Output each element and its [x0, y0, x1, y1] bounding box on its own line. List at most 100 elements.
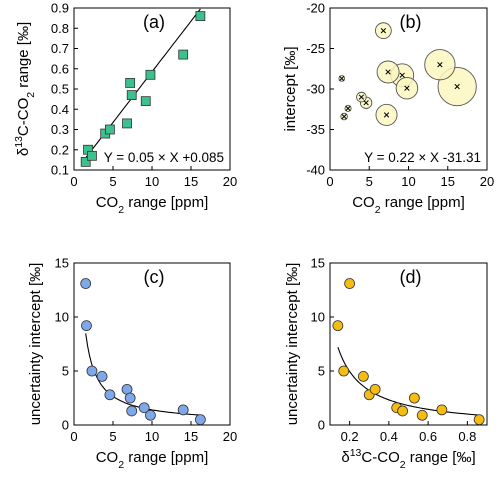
panel-c-ylabel: uncertainty intercept [‰]: [27, 263, 44, 426]
panel-a-ytick-label: 0.7: [51, 41, 69, 56]
panel-d-point: [436, 404, 448, 416]
panel-b-ytick-label: -40: [306, 163, 325, 178]
panel-d-xtick-label: 0.4: [380, 429, 398, 444]
panel-c-point: [81, 320, 92, 332]
panel-a-ytick-label: 0.4: [51, 102, 69, 117]
panel-a-xtick-label: 0: [70, 174, 77, 189]
panel-d-xtick-label: 0.8: [458, 429, 476, 444]
panel-d-point: [408, 392, 420, 404]
panel-a-point: [140, 96, 151, 107]
panel-c-xtick-label: 5: [109, 429, 116, 444]
panel-b-xtick-label: 20: [480, 174, 494, 189]
panel-a-xtick-label: 20: [223, 174, 237, 189]
panel-c-point: [86, 365, 98, 377]
panel-b-point-cross: [341, 113, 347, 120]
panel-a-point: [104, 124, 115, 135]
panel-b-point-cross: [339, 75, 345, 82]
panel-a-ytick-label: 0.3: [51, 122, 69, 137]
panel-d-xlabel: δ13C-CO2 range [‰]: [341, 447, 475, 471]
panel-b-point-cross: [358, 94, 365, 100]
panel-a-point: [126, 90, 137, 100]
panel-b-ytick-label: -20: [306, 1, 325, 16]
panel-a-ytick-label: 0.6: [51, 61, 69, 76]
panel-c-ytick-label: 10: [55, 310, 69, 325]
panel-d-ylabel: uncertainty intercept [‰]: [284, 263, 301, 426]
panel-a-frame: [73, 7, 231, 171]
panel-d-point: [473, 414, 485, 426]
panel-a-point: [87, 150, 97, 161]
panel-d-point: [369, 383, 381, 395]
panel-c-point: [194, 414, 206, 426]
panel-d-frame: [329, 262, 488, 426]
panel-a-xtick-label: 15: [184, 174, 198, 189]
panel-b-ytick-label: -30: [306, 82, 325, 97]
panel-a-point: [195, 11, 206, 21]
panel-a-ytick-label: 0.8: [51, 21, 69, 36]
panel-a-point: [178, 49, 189, 60]
panel-b-ytick-label: -25: [306, 41, 325, 56]
panel-b-xtick-label: 5: [366, 174, 373, 189]
panel-b-point-cross: [363, 100, 369, 106]
panel-a-xtick-label: 10: [145, 174, 159, 189]
panel-c-point: [145, 409, 156, 421]
panel-d-point: [397, 405, 409, 417]
panel-c-point: [126, 405, 138, 417]
panel-c-xtick-label: 20: [223, 429, 237, 444]
panel-a-ytick-label: 0.5: [51, 82, 69, 97]
panel-b-equation: Y = 0.22 × X -31.31: [364, 150, 481, 165]
panel-d-point: [344, 278, 356, 289]
panel-a-ytick-label: 0.2: [51, 142, 69, 157]
panel-b-point-cross: [345, 105, 351, 112]
panel-d-xtick-label: 0.6: [419, 429, 437, 444]
panel-a-equation: Y = 0.05 × X +0.085: [104, 150, 224, 165]
panel-c-ytick-label: 5: [62, 364, 69, 379]
panel-b-point-cross: [385, 69, 391, 75]
panel-a-ytick-label: 0.1: [51, 163, 69, 178]
panel-d-ytick-label: 15: [311, 256, 325, 271]
panel-a-xtick-label: 5: [109, 174, 116, 189]
panel-d-point: [416, 409, 428, 421]
panel-c-xtick-label: 10: [145, 429, 159, 444]
panel-a-xlabel: CO2 range [ppm]: [96, 194, 209, 216]
panel-d-ytick-label: 5: [318, 364, 325, 379]
panel-c-ytick-label: 0: [62, 418, 69, 433]
panel-b-xtick-label: 0: [326, 174, 333, 189]
panel-a-point: [122, 118, 132, 129]
panel-c-xtick-label: 15: [184, 429, 198, 444]
panel-a-ytick-label: 0.9: [51, 1, 69, 16]
panel-d-xtick-label: 0.2: [341, 429, 359, 444]
panel-b-letter: (b): [400, 12, 422, 32]
panel-a-letter: (a): [143, 12, 165, 32]
panel-a-point: [125, 78, 136, 88]
panel-d-letter: (d): [400, 267, 422, 287]
panel-b-point-cross: [383, 112, 390, 118]
panel-b-point-cross: [380, 28, 387, 34]
panel-c-point: [138, 402, 150, 414]
panel-a-point: [80, 156, 91, 167]
panel-b-ylabel: intercept [‰]: [282, 46, 299, 131]
panel-c-point: [96, 370, 108, 382]
panel-b-point-cross: [399, 72, 405, 78]
panel-d-point: [357, 370, 369, 382]
panel-c-point: [177, 404, 189, 416]
panel-c-xlabel: CO2 range [ppm]: [96, 449, 209, 471]
panel-d-ytick-label: 0: [318, 418, 325, 433]
panel-c-letter: (c): [144, 267, 165, 287]
panel-d-ytick-label: 10: [311, 310, 325, 325]
panel-b-xlabel: CO2 range [ppm]: [352, 194, 465, 216]
panel-a-point: [145, 69, 156, 80]
panel-b-xtick-label: 15: [441, 174, 455, 189]
panel-b-point-cross: [454, 83, 460, 90]
panel-c-ytick-label: 15: [55, 256, 69, 271]
panel-b-ytick-label: -35: [306, 122, 325, 137]
panel-c-point: [104, 389, 116, 401]
panel-d-point: [332, 320, 344, 332]
panel-c-frame: [73, 262, 231, 426]
panel-b-point-cross: [404, 85, 410, 91]
panel-c-point: [124, 392, 136, 404]
panel-b-xtick-label: 10: [401, 174, 415, 189]
panel-c-point: [80, 278, 92, 289]
panel-c-xtick-label: 0: [70, 429, 77, 444]
panel-d-point: [338, 365, 350, 377]
